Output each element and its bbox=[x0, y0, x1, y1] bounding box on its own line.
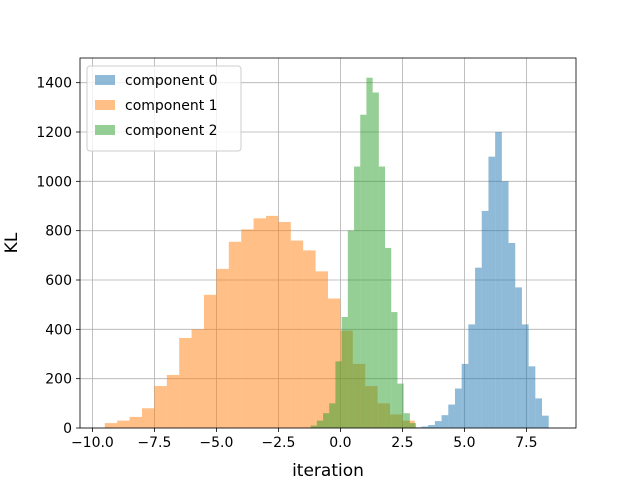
histogram-bar bbox=[228, 241, 242, 428]
histogram-bar bbox=[521, 324, 529, 428]
histogram-bar bbox=[434, 421, 442, 428]
histogram-bar bbox=[347, 230, 355, 428]
histogram-bar bbox=[341, 317, 348, 428]
plot-frame bbox=[79, 57, 577, 429]
histogram-bar bbox=[397, 383, 404, 428]
histogram-bar bbox=[481, 210, 489, 428]
axis-ticks: −10.0 −7.5 −5.0 −2.5 0.0 2.5 5.0 7.5 0 200 400 600 8… bbox=[36, 76, 537, 451]
histogram-bar bbox=[315, 271, 328, 428]
legend-swatch bbox=[95, 75, 115, 85]
x-axis-label: iteration bbox=[292, 461, 364, 480]
histogram-bar bbox=[166, 374, 180, 428]
histogram-bar bbox=[360, 114, 367, 428]
histogram-bar bbox=[216, 268, 229, 428]
histogram-bar bbox=[391, 312, 398, 428]
histogram-bar bbox=[528, 366, 536, 428]
y-tick-label: 1000 bbox=[36, 174, 72, 190]
histogram-bars bbox=[104, 77, 549, 429]
histogram-bar bbox=[428, 425, 435, 428]
histogram-bar bbox=[461, 363, 469, 428]
histogram-bar bbox=[372, 92, 379, 429]
legend-swatch bbox=[95, 100, 115, 110]
histogram-bar bbox=[409, 423, 417, 428]
histogram-bar bbox=[335, 361, 342, 428]
histogram-bar bbox=[316, 420, 324, 428]
histogram-bar bbox=[310, 425, 317, 428]
histogram-bar bbox=[142, 408, 155, 428]
legend-label: component 0 bbox=[125, 73, 218, 89]
histogram-bar bbox=[542, 415, 549, 428]
histogram-bar bbox=[329, 403, 336, 428]
histogram-bar bbox=[154, 386, 167, 428]
y-tick-label: 1200 bbox=[36, 125, 72, 141]
histogram-bar bbox=[441, 415, 449, 428]
histogram-bar bbox=[278, 222, 291, 428]
legend: component 0 component 1 component 2 bbox=[86, 65, 242, 152]
histogram-bar bbox=[535, 398, 543, 428]
legend-label: component 1 bbox=[125, 98, 218, 114]
histogram-bar bbox=[495, 132, 502, 428]
histogram-bar bbox=[179, 337, 192, 428]
histogram-bar bbox=[129, 416, 142, 428]
x-tick-label: 0.0 bbox=[329, 435, 351, 451]
histogram-bar bbox=[366, 77, 373, 428]
x-tick-label: 5.0 bbox=[453, 435, 475, 451]
histogram-bar bbox=[488, 156, 496, 428]
histogram-bar bbox=[454, 388, 462, 428]
y-tick-label: 800 bbox=[45, 224, 72, 240]
histogram-bar bbox=[515, 287, 522, 428]
y-axis-label: KL bbox=[2, 232, 22, 253]
y-tick-label: 0 bbox=[63, 421, 72, 437]
histogram-bar bbox=[191, 329, 204, 428]
histogram-bar bbox=[290, 240, 304, 428]
histogram-bar bbox=[421, 426, 429, 428]
histogram-bar bbox=[266, 215, 279, 428]
histogram-bar bbox=[475, 267, 482, 428]
x-tick-label: −10.0 bbox=[71, 435, 114, 451]
histogram-bar bbox=[354, 166, 361, 429]
legend-box bbox=[86, 65, 242, 152]
x-tick-label: −2.5 bbox=[261, 435, 295, 451]
legend-label: component 2 bbox=[125, 123, 218, 139]
y-tick-label: 200 bbox=[45, 372, 72, 388]
y-tick-label: 600 bbox=[45, 273, 72, 289]
legend-swatch bbox=[95, 125, 115, 135]
y-tick-label: 1400 bbox=[36, 76, 72, 92]
histogram-bar bbox=[448, 404, 455, 428]
histogram-bar bbox=[117, 420, 130, 428]
x-tick-label: −7.5 bbox=[137, 435, 171, 451]
y-tick-label: 400 bbox=[45, 322, 72, 338]
histogram-bar bbox=[403, 413, 410, 428]
histogram-bar bbox=[501, 181, 509, 428]
histogram-bar bbox=[378, 166, 386, 429]
histogram-bar bbox=[303, 250, 316, 428]
histogram-bar bbox=[508, 243, 516, 428]
histogram-bar bbox=[253, 218, 266, 428]
series-0-bars bbox=[414, 132, 549, 428]
histogram-bar bbox=[468, 324, 476, 428]
histogram-bar bbox=[323, 413, 330, 428]
histogram-bar bbox=[204, 294, 217, 428]
x-tick-label: −5.0 bbox=[199, 435, 233, 451]
x-tick-label: 7.5 bbox=[515, 435, 537, 451]
histogram-bar bbox=[385, 247, 392, 428]
series-2-bars bbox=[310, 77, 417, 429]
histogram-bar bbox=[104, 423, 118, 428]
x-tick-label: 2.5 bbox=[391, 435, 413, 451]
histogram-bar bbox=[241, 229, 254, 428]
